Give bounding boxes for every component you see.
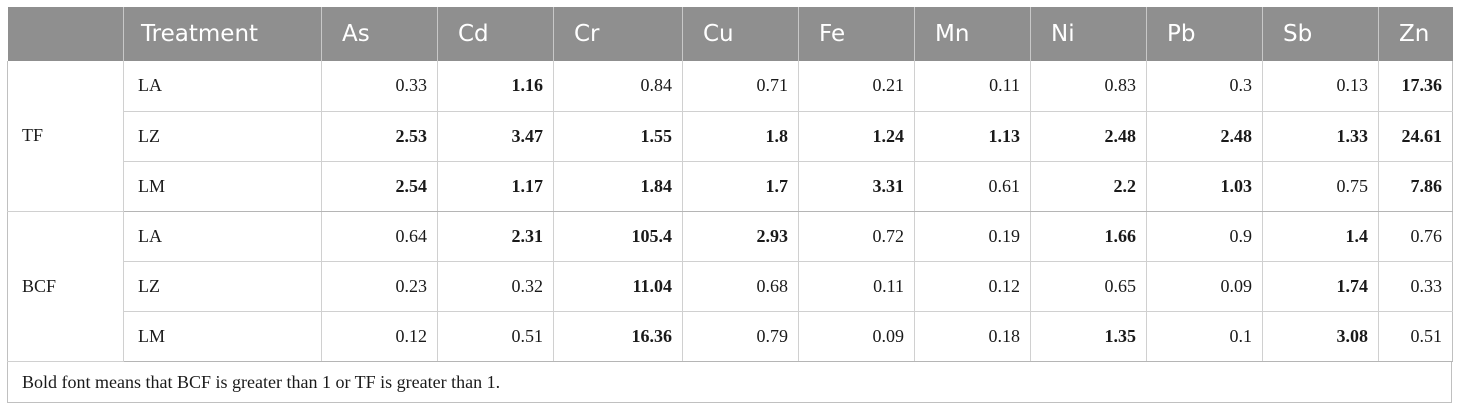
value-cell-cu: 2.93 bbox=[682, 211, 799, 262]
value-cell-pb: 0.09 bbox=[1146, 261, 1263, 312]
value-cell-cr: 16.36 bbox=[553, 311, 683, 362]
value-cell-mn: 1.13 bbox=[914, 111, 1031, 162]
table-body: TF LA 0.33 1.16 0.84 0.71 0.21 0.11 0.83 0.3 0.13 1… bbox=[7, 61, 1453, 362]
value-cell-fe: 0.21 bbox=[798, 61, 915, 112]
treatment-cell: LA bbox=[123, 211, 322, 262]
header-cell-mn: Mn bbox=[914, 7, 1031, 61]
header-row: Treatment As Cd Cr Cu Fe Mn Ni Pb Sb Zn bbox=[7, 7, 1453, 61]
value-cell-cu: 1.7 bbox=[682, 161, 799, 212]
value-cell-cd: 1.16 bbox=[437, 61, 554, 112]
value-cell-sb: 1.33 bbox=[1262, 111, 1379, 162]
header-cell-zn: Zn bbox=[1378, 7, 1453, 61]
header-cell-fe: Fe bbox=[798, 7, 915, 61]
group-label: BCF bbox=[7, 211, 124, 362]
value-cell-sb: 1.74 bbox=[1262, 261, 1379, 312]
value-cell-cd: 0.51 bbox=[437, 311, 554, 362]
treatment-cell: LA bbox=[123, 61, 322, 112]
data-table-container: Treatment As Cd Cr Cu Fe Mn Ni Pb Sb Zn TF LA 0.33 1.… bbox=[7, 7, 1453, 403]
value-cell-as: 0.64 bbox=[321, 211, 438, 262]
value-cell-cd: 2.31 bbox=[437, 211, 554, 262]
value-cell-cr: 1.55 bbox=[553, 111, 683, 162]
value-cell-sb: 1.4 bbox=[1262, 211, 1379, 262]
value-cell-mn: 0.18 bbox=[914, 311, 1031, 362]
value-cell-sb: 0.75 bbox=[1262, 161, 1379, 212]
header-cell-sb: Sb bbox=[1262, 7, 1379, 61]
value-cell-zn: 24.61 bbox=[1378, 111, 1453, 162]
header-cell-ni: Ni bbox=[1030, 7, 1147, 61]
value-cell-sb: 0.13 bbox=[1262, 61, 1379, 112]
header-cell-cu: Cu bbox=[682, 7, 799, 61]
value-cell-as: 2.53 bbox=[321, 111, 438, 162]
value-cell-cd: 0.32 bbox=[437, 261, 554, 312]
value-cell-zn: 17.36 bbox=[1378, 61, 1453, 112]
value-cell-mn: 0.61 bbox=[914, 161, 1031, 212]
value-cell-fe: 0.09 bbox=[798, 311, 915, 362]
header-cell-as: As bbox=[321, 7, 438, 61]
header-cell-blank bbox=[8, 7, 124, 61]
value-cell-cr: 1.84 bbox=[553, 161, 683, 212]
table-row: LM 2.54 1.17 1.84 1.7 3.31 0.61 2.2 1.03 0.75 7.86 bbox=[8, 161, 1453, 212]
value-cell-cu: 1.8 bbox=[682, 111, 799, 162]
value-cell-cu: 0.68 bbox=[682, 261, 799, 312]
value-cell-cd: 3.47 bbox=[437, 111, 554, 162]
value-cell-zn: 0.33 bbox=[1378, 261, 1453, 312]
treatment-cell: LZ bbox=[123, 261, 322, 312]
data-table: Treatment As Cd Cr Cu Fe Mn Ni Pb Sb Zn TF LA 0.33 1.… bbox=[7, 7, 1453, 362]
header-cell-pb: Pb bbox=[1146, 7, 1263, 61]
treatment-cell: LZ bbox=[123, 111, 322, 162]
value-cell-sb: 3.08 bbox=[1262, 311, 1379, 362]
value-cell-ni: 0.65 bbox=[1030, 261, 1147, 312]
value-cell-as: 0.33 bbox=[321, 61, 438, 112]
value-cell-cu: 0.79 bbox=[682, 311, 799, 362]
table-footnote: Bold font means that BCF is greater than… bbox=[7, 361, 1452, 403]
value-cell-cr: 105.4 bbox=[553, 211, 683, 262]
header-cell-treatment: Treatment bbox=[123, 7, 322, 61]
table-row: BCF LA 0.64 2.31 105.4 2.93 0.72 0.19 1.66 0.9 1.4… bbox=[7, 211, 1453, 362]
group-label: TF bbox=[7, 61, 124, 212]
header-cell-cr: Cr bbox=[553, 7, 683, 61]
value-cell-as: 0.12 bbox=[321, 311, 438, 362]
value-cell-fe: 3.31 bbox=[798, 161, 915, 212]
table-row: LZ 0.23 0.32 11.04 0.68 0.11 0.12 0.65 0.09 1.74 0… bbox=[8, 261, 1453, 312]
value-cell-zn: 0.51 bbox=[1378, 311, 1453, 362]
value-cell-as: 2.54 bbox=[321, 161, 438, 212]
value-cell-pb: 0.1 bbox=[1146, 311, 1263, 362]
table-header: Treatment As Cd Cr Cu Fe Mn Ni Pb Sb Zn bbox=[7, 7, 1453, 61]
value-cell-cr: 11.04 bbox=[553, 261, 683, 312]
value-cell-ni: 1.66 bbox=[1030, 211, 1147, 262]
value-cell-fe: 0.11 bbox=[798, 261, 915, 312]
treatment-cell: LM bbox=[123, 161, 322, 212]
value-cell-ni: 2.2 bbox=[1030, 161, 1147, 212]
value-cell-ni: 1.35 bbox=[1030, 311, 1147, 362]
value-cell-cr: 0.84 bbox=[553, 61, 683, 112]
value-cell-mn: 0.12 bbox=[914, 261, 1031, 312]
value-cell-fe: 0.72 bbox=[798, 211, 915, 262]
value-cell-pb: 1.03 bbox=[1146, 161, 1263, 212]
value-cell-as: 0.23 bbox=[321, 261, 438, 312]
value-cell-fe: 1.24 bbox=[798, 111, 915, 162]
value-cell-mn: 0.11 bbox=[914, 61, 1031, 112]
value-cell-pb: 2.48 bbox=[1146, 111, 1263, 162]
header-cell-cd: Cd bbox=[437, 7, 554, 61]
treatment-cell: LM bbox=[123, 311, 322, 362]
table-row: LZ 2.53 3.47 1.55 1.8 1.24 1.13 2.48 2.48 1.33 24.… bbox=[8, 111, 1453, 162]
value-cell-zn: 7.86 bbox=[1378, 161, 1453, 212]
value-cell-cu: 0.71 bbox=[682, 61, 799, 112]
value-cell-cd: 1.17 bbox=[437, 161, 554, 212]
value-cell-mn: 0.19 bbox=[914, 211, 1031, 262]
value-cell-zn: 0.76 bbox=[1378, 211, 1453, 262]
value-cell-pb: 0.3 bbox=[1146, 61, 1263, 112]
value-cell-pb: 0.9 bbox=[1146, 211, 1263, 262]
value-cell-ni: 0.83 bbox=[1030, 61, 1147, 112]
table-row: LM 0.12 0.51 16.36 0.79 0.09 0.18 1.35 0.1 3.08 0.… bbox=[8, 311, 1453, 362]
table-row: TF LA 0.33 1.16 0.84 0.71 0.21 0.11 0.83 0.3 0.13 1… bbox=[7, 61, 1453, 212]
value-cell-ni: 2.48 bbox=[1030, 111, 1147, 162]
